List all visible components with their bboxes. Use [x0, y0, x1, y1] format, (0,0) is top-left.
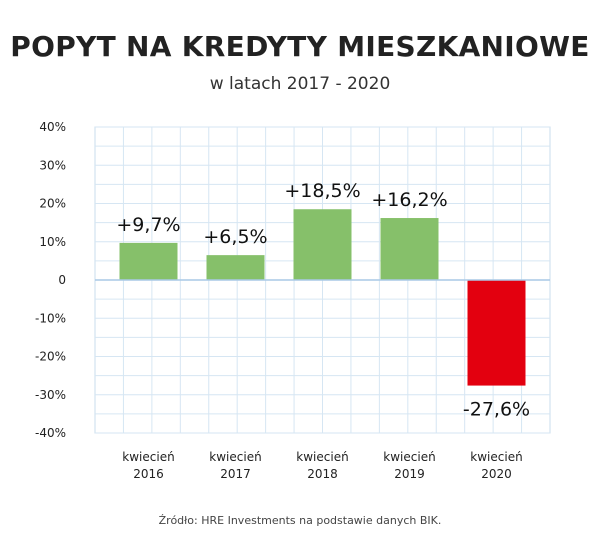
bar: [467, 280, 526, 386]
x-tick-label: 2020: [481, 467, 512, 481]
data-label: +6,5%: [203, 226, 267, 248]
bar: [119, 242, 178, 280]
y-tick-label: -40%: [35, 426, 66, 440]
data-label: +16,2%: [371, 189, 447, 211]
source-note: Źródło: HRE Investments na podstawie dan…: [158, 514, 442, 527]
y-tick-label: 40%: [39, 120, 66, 134]
x-tick-label: kwiecień: [122, 450, 174, 464]
x-tick-label: 2018: [307, 467, 338, 481]
x-tick-label: kwiecień: [383, 450, 435, 464]
x-tick-label: kwiecień: [209, 450, 261, 464]
x-tick-label: kwiecień: [296, 450, 348, 464]
chart-title: POPYT NA KREDYTY MIESZKANIOWE: [10, 30, 590, 63]
y-tick-label: -10%: [35, 311, 66, 325]
y-tick-label: -20%: [35, 350, 66, 364]
x-tick-label: kwiecień: [470, 450, 522, 464]
x-tick-label: 2017: [220, 467, 251, 481]
x-tick-label: 2016: [133, 467, 164, 481]
chart-subtitle: w latach 2017 - 2020: [209, 74, 391, 94]
bar: [206, 255, 265, 280]
y-tick-label: -30%: [35, 388, 66, 402]
data-label: +9,7%: [116, 214, 180, 236]
bar: [380, 218, 439, 280]
data-label: +18,5%: [284, 180, 360, 202]
y-tick-label: 0: [58, 273, 66, 287]
x-tick-label: 2019: [394, 467, 425, 481]
y-tick-label: 20%: [39, 197, 66, 211]
bar: [293, 209, 352, 280]
y-tick-label: 10%: [39, 235, 66, 249]
data-label: -27,6%: [463, 399, 530, 421]
y-tick-label: 30%: [39, 158, 66, 172]
